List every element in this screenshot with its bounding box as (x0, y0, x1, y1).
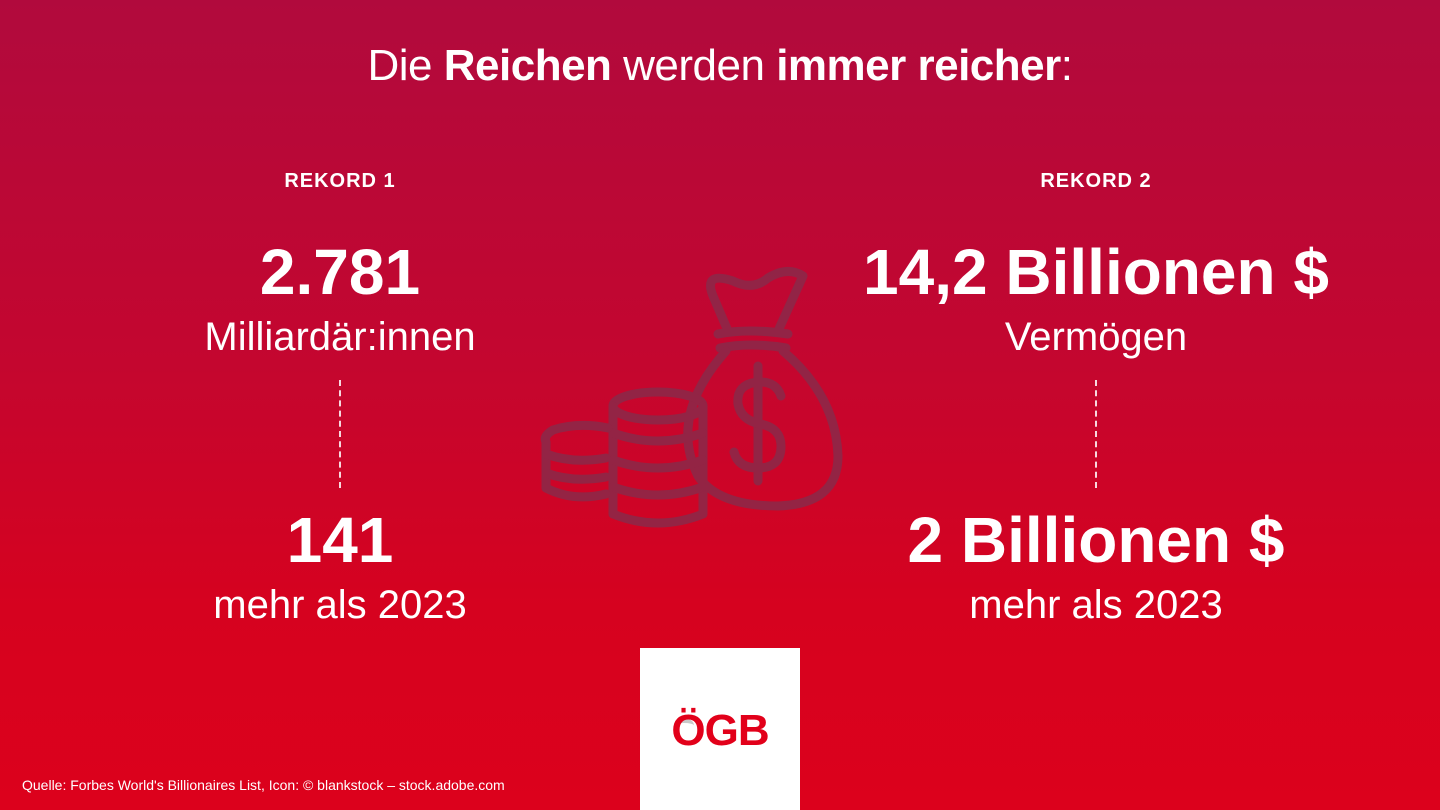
headline-part-1: Die (367, 41, 444, 90)
record-2-delta-label: mehr als 2023 (969, 583, 1223, 627)
headline-bold-immer-reicher: immer reicher (776, 41, 1061, 90)
record-1-delta-label: mehr als 2023 (213, 583, 467, 627)
logo-swoosh-icon (674, 718, 694, 733)
record-1-value: 2.781 (259, 236, 421, 308)
record-1-label: REKORD 1 (284, 170, 396, 192)
record-2-value-label: Vermögen (1004, 315, 1188, 359)
record-2-dashed-divider (1095, 380, 1097, 488)
headline-bold-reichen: Reichen (443, 41, 612, 90)
headline-part-2: werden (611, 41, 777, 90)
source-note: Quelle: Forbes World's Billionaires List… (22, 777, 505, 793)
ogb-logo: ÖGB (640, 648, 800, 810)
record-1-value-label: Milliardär:innen (204, 315, 476, 359)
record-2-label: REKORD 2 (1040, 170, 1152, 192)
money-bag-and-coins-icon (540, 267, 843, 528)
record-1-delta: 141 (286, 504, 394, 576)
record-2-value: 14,2 Billionen $ (863, 236, 1329, 308)
headline: Die Reichen werden immer reicher: (0, 38, 1440, 94)
logo-text: ÖGB (671, 706, 769, 755)
headline-part-3: : (1060, 41, 1073, 90)
record-2-delta: 2 Billionen $ (907, 504, 1285, 576)
record-1-dashed-divider (339, 380, 341, 488)
